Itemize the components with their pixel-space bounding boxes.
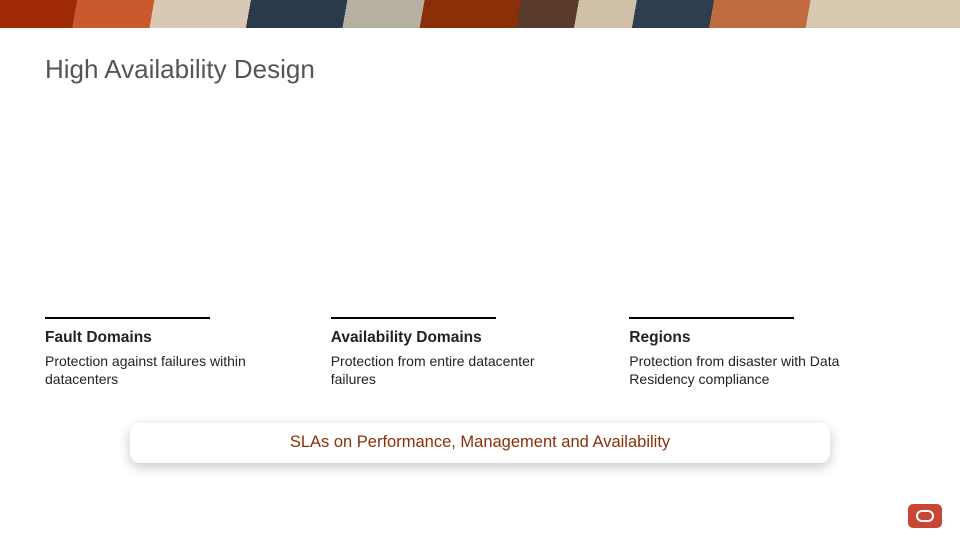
- column-heading: Availability Domains: [331, 329, 602, 347]
- column-rule: [45, 317, 210, 319]
- column-regions: Regions Protection from disaster with Da…: [629, 317, 915, 389]
- column-body: Protection from entire datacenter failur…: [331, 353, 571, 389]
- column-rule: [629, 317, 794, 319]
- column-availability-domains: Availability Domains Protection from ent…: [331, 317, 630, 389]
- column-heading: Regions: [629, 329, 887, 347]
- column-rule: [331, 317, 496, 319]
- sla-callout: SLAs on Performance, Management and Avai…: [130, 423, 830, 463]
- column-heading: Fault Domains: [45, 329, 303, 347]
- sla-callout-text: SLAs on Performance, Management and Avai…: [290, 433, 670, 452]
- oracle-logo-ring-icon: [916, 510, 934, 522]
- oracle-logo: [908, 504, 942, 528]
- columns-row: Fault Domains Protection against failure…: [45, 317, 915, 389]
- column-fault-domains: Fault Domains Protection against failure…: [45, 317, 331, 389]
- top-banner: [0, 0, 960, 28]
- slide-body: High Availability Design Fault Domains P…: [0, 28, 960, 540]
- column-body: Protection from disaster with Data Resid…: [629, 353, 869, 389]
- slide-title: High Availability Design: [45, 54, 915, 85]
- column-body: Protection against failures within datac…: [45, 353, 285, 389]
